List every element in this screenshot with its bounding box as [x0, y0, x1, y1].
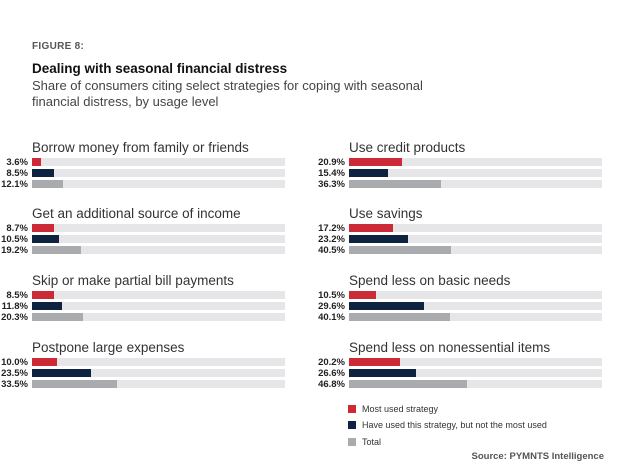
bar: [349, 369, 417, 377]
data-label: 26.6%: [318, 368, 345, 379]
group-title: Skip or make partial bill payments: [32, 273, 234, 288]
group-title: Spend less on basic needs: [349, 273, 511, 288]
data-label: 20.3%: [1, 312, 28, 323]
group-title: Spend less on nonessential items: [349, 340, 551, 355]
bar: [349, 302, 424, 310]
bar-track: [32, 358, 285, 366]
bar-track: [32, 246, 285, 254]
bar: [32, 358, 58, 366]
bar-track: [32, 313, 285, 321]
data-label: 23.5%: [1, 368, 28, 379]
bar: [32, 224, 54, 232]
bar-track: [32, 180, 285, 188]
bar-track: [349, 313, 602, 321]
bar-track: [32, 224, 285, 232]
data-label: 33.5%: [1, 379, 28, 390]
bar: [32, 169, 54, 177]
bar: [349, 180, 441, 188]
data-label: 40.1%: [318, 312, 345, 323]
legend-swatch: [348, 405, 356, 413]
data-label: 17.2%: [318, 223, 345, 234]
legend-label: Total: [362, 437, 382, 447]
source-note: Source: PYMNTS Intelligence: [471, 451, 605, 462]
bar-track: [349, 235, 602, 243]
data-label: 36.3%: [318, 179, 345, 190]
bar-track: [349, 358, 602, 366]
bar-track: [32, 158, 285, 166]
data-label: 40.5%: [318, 245, 345, 256]
group-title: Borrow money from family or friends: [32, 140, 249, 155]
bar: [349, 224, 393, 232]
data-label: 10.0%: [1, 357, 28, 368]
bar-track: [349, 246, 602, 254]
data-label: 12.1%: [1, 179, 28, 190]
legend-item-total: Total: [348, 437, 381, 447]
data-label: 8.5%: [6, 168, 28, 179]
data-label: 23.2%: [318, 234, 345, 245]
data-label: 19.2%: [1, 245, 28, 256]
chart-title: Dealing with seasonal financial distress: [32, 61, 288, 76]
bar: [349, 169, 388, 177]
bar-track: [349, 224, 602, 232]
data-label: 20.2%: [318, 357, 345, 368]
legend-item-most-used: Most used strategy: [348, 404, 438, 414]
bar-track: [32, 380, 285, 388]
chart-subtitle: Share of consumers citing select strateg…: [32, 78, 423, 109]
legend-label: Most used strategy: [362, 404, 439, 414]
bar-track: [32, 169, 285, 177]
bar-track: [349, 291, 602, 299]
data-label: 10.5%: [318, 290, 345, 301]
legend-swatch: [348, 438, 356, 446]
data-label: 15.4%: [318, 168, 345, 179]
legend-item-used: Have used this strategy, but not the mos…: [348, 420, 547, 430]
bar-track: [32, 302, 285, 310]
bar: [349, 380, 468, 388]
data-label: 8.5%: [6, 290, 28, 301]
group-title: Postpone large expenses: [32, 340, 185, 355]
bar-track: [349, 302, 602, 310]
data-label: 46.8%: [318, 379, 345, 390]
bar: [32, 158, 42, 166]
bar: [32, 369, 92, 377]
bar: [349, 235, 408, 243]
bar-track: [32, 369, 285, 377]
legend-swatch: [348, 421, 356, 429]
bar-track: [349, 380, 602, 388]
figure-label: FIGURE 8:: [32, 41, 85, 52]
bar-track: [32, 291, 285, 299]
bar: [349, 291, 376, 299]
bar: [349, 246, 452, 254]
bar: [349, 158, 402, 166]
data-label: 8.7%: [6, 223, 28, 234]
data-label: 29.6%: [318, 301, 345, 312]
data-label: 11.8%: [1, 301, 28, 312]
bar-track: [349, 180, 602, 188]
bar-track: [349, 169, 602, 177]
bar-track: [349, 158, 602, 166]
group-title: Use savings: [349, 206, 423, 221]
bar: [32, 291, 54, 299]
bar: [32, 246, 81, 254]
bar: [32, 235, 59, 243]
bar: [32, 313, 84, 321]
group-title: Get an additional source of income: [32, 206, 241, 221]
group-title: Use credit products: [349, 140, 466, 155]
bar: [32, 302, 62, 310]
bar-track: [32, 235, 285, 243]
bar: [349, 313, 451, 321]
bar: [349, 358, 401, 366]
legend-label: Have used this strategy, but not the mos…: [362, 420, 547, 430]
data-label: 3.6%: [6, 157, 28, 168]
bar: [32, 380, 117, 388]
data-label: 10.5%: [1, 234, 28, 245]
bar-track: [349, 369, 602, 377]
data-label: 20.9%: [318, 157, 345, 168]
bar: [32, 180, 63, 188]
